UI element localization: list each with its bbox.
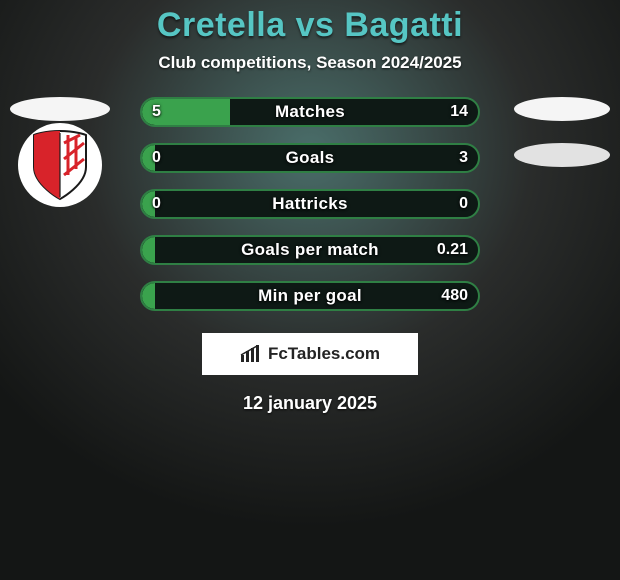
stat-label: Goals per match <box>140 235 480 265</box>
stat-value-right: 14 <box>450 97 468 127</box>
stat-label: Hattricks <box>140 189 480 219</box>
brand-badge: FcTables.com <box>202 333 418 375</box>
bar-chart-icon <box>240 345 262 363</box>
page-subtitle: Club competitions, Season 2024/2025 <box>0 53 620 73</box>
stat-bar: 0 Goals 3 <box>140 143 480 173</box>
stat-value-right: 0 <box>459 189 468 219</box>
stat-row: Goals per match 0.21 <box>0 235 620 281</box>
player-left-badge-placeholder <box>10 97 110 121</box>
stat-row: Min per goal 480 <box>0 281 620 327</box>
stat-row: 5 Matches 14 <box>0 97 620 143</box>
stat-label: Matches <box>140 97 480 127</box>
player-right-badge-placeholder <box>514 143 610 167</box>
stat-label: Goals <box>140 143 480 173</box>
stat-row: 0 Goals 3 <box>0 143 620 189</box>
stat-bar: 5 Matches 14 <box>140 97 480 127</box>
stat-row: 0 Hattricks 0 <box>0 189 620 235</box>
page-title: Cretella vs Bagatti <box>0 6 620 45</box>
brand-text: FcTables.com <box>268 344 380 364</box>
player-right-badge-placeholder <box>514 97 610 121</box>
date-text: 12 january 2025 <box>0 393 620 414</box>
stat-label: Min per goal <box>140 281 480 311</box>
stat-value-right: 0.21 <box>437 235 468 265</box>
stat-value-right: 480 <box>441 281 468 311</box>
stat-bar: 0 Hattricks 0 <box>140 189 480 219</box>
stat-bar: Goals per match 0.21 <box>140 235 480 265</box>
stat-bar: Min per goal 480 <box>140 281 480 311</box>
stat-value-right: 3 <box>459 143 468 173</box>
